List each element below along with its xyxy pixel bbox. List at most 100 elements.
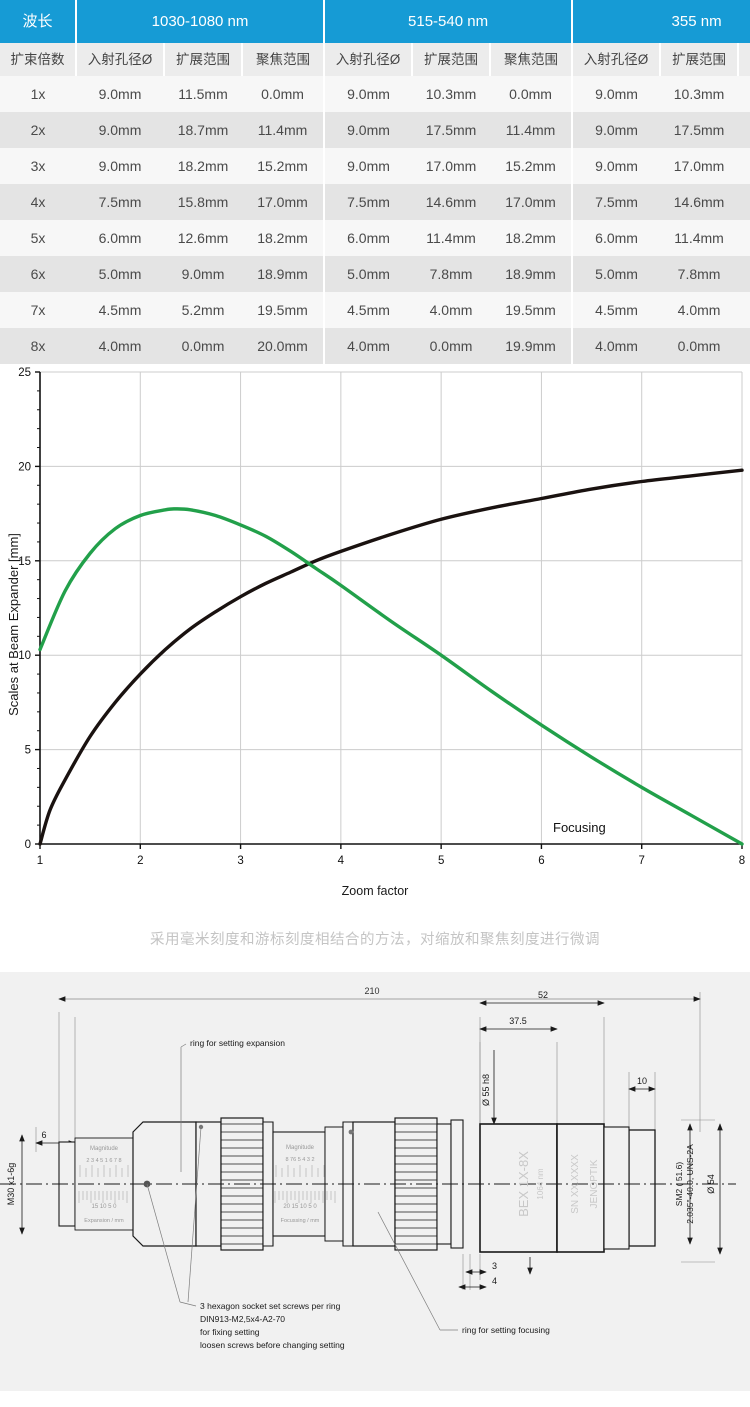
chart-plot-area: 0 5 10 15 20 25 1 2 3 4 5 6 7 8 [18,367,745,867]
cell-g3-focus: 18.9mm [738,256,750,292]
cell-g2-focus: 0.0mm [490,76,574,112]
cell-g1-focus: 0.0mm [242,76,326,112]
engraving-serial: SN XX.XXXX [570,1154,581,1214]
cell-magnification: 2x [0,112,76,148]
cell-g2-focus: 11.4mm [490,112,574,148]
series-label-focusing: Focusing [553,820,606,835]
chart-x-tick-label: 2 [137,855,143,867]
scale1-top-ticks: 2 3 4 5 1 6 7 8 [86,1158,121,1164]
cell-g3-expansion: 14.6mm [660,184,739,220]
cell-g2-aperture: 9.0mm [324,112,413,148]
cell-g1-expansion: 18.2mm [164,148,242,184]
cell-g1-aperture: 9.0mm [76,148,164,184]
cell-g2-expansion: 11.4mm [412,220,491,256]
table-row: 1x 9.0mm 11.5mm 0.0mm 9.0mm 10.3mm 0.0mm 9.0mm 1… [0,76,750,112]
scale2-title: Magnitude [286,1145,315,1151]
cell-g2-aperture: 6.0mm [324,220,413,256]
cell-g1-aperture: 6.0mm [76,220,164,256]
dim-4-text: 4 [492,1276,497,1286]
dimension-3: 3 [465,1261,497,1275]
cell-g3-aperture: 6.0mm [572,220,661,256]
dim-375-text: 37.5 [509,1016,527,1026]
cell-g1-expansion: 5.2mm [164,292,242,328]
engraving-brand: JENOPTIK [589,1159,600,1208]
subheader-g1-focus: 聚焦范围 [242,43,326,76]
callout-screws-3: for fixing setting [200,1327,260,1337]
dimension-diameter-55: Ø 55 h8 [481,1050,497,1125]
callout-expansion-ring: ring for setting expansion [190,1038,285,1048]
chart-y-tick-label: 25 [18,367,31,379]
subheader-g3-aperture: 入射孔径Ø [572,43,662,76]
dim-210-text: 210 [364,986,379,996]
cell-g1-focus: 18.2mm [242,220,326,256]
chart-x-tick-label: 1 [37,855,43,867]
cell-g2-focus: 18.9mm [490,256,574,292]
dimension-end-ring: 10 [628,1076,656,1092]
specification-table: 波长 1030-1080 nm 515-540 nm 355 nm 扩束倍数 入… [0,0,750,364]
callout-focusing-ring: ring for setting focusing [462,1325,550,1335]
scale1-unit: Expansion / mm [84,1218,124,1224]
set-screw-marker-2 [348,1129,354,1135]
cell-g2-expansion: 14.6mm [412,184,491,220]
cell-g3-focus: 19.5mm [738,292,750,328]
bottom-spacer [0,1391,750,1407]
cell-g1-aperture: 4.0mm [76,328,164,364]
table-row: 2x 9.0mm 18.7mm 11.4mm 9.0mm 17.5mm 11.4mm 9.0m… [0,112,750,148]
cell-g3-aperture: 9.0mm [572,76,661,112]
header-group-2: 515-540 nm [324,0,574,43]
engraving-model: BEX 1X-8X [516,1151,531,1217]
chart-y-tick-label: 20 [18,461,31,473]
cell-magnification: 3x [0,148,76,184]
chart-y-axis-title: Scales at Beam Expander [mm] [2,364,24,884]
y-axis-label-text: Scales at Beam Expander [mm] [5,532,21,716]
subheader-g1-aperture: 入射孔径Ø [76,43,165,76]
dim-10-text: 10 [637,1076,647,1086]
callout-screws-4: loosen screws before changing setting [200,1340,345,1350]
cell-g3-aperture: 4.5mm [572,292,661,328]
subheader-g1-expansion: 扩展范围 [164,43,243,76]
cell-g3-aperture: 9.0mm [572,148,661,184]
cell-g2-expansion: 0.0mm [412,328,491,364]
cell-g1-focus: 17.0mm [242,184,326,220]
scale1-bottom-ticks: 15 10 5 0 [91,1204,117,1210]
dimension-rear-block: 52 [479,990,605,1006]
table-row: 4x 7.5mm 15.8mm 17.0mm 7.5mm 14.6mm 17.0mm 7.5m… [0,184,750,220]
cell-g1-focus: 18.9mm [242,256,326,292]
dimension-diameter-54: Ø 54 [706,1123,723,1255]
cell-g1-expansion: 12.6mm [164,220,242,256]
chart-x-tick-label: 8 [739,855,745,867]
cell-magnification: 8x [0,328,76,364]
cell-g3-expansion: 0.0mm [660,328,739,364]
chart-x-tick-label: 4 [338,855,345,867]
cell-g3-focus: 19.9mm [738,328,750,364]
cell-g1-focus: 15.2mm [242,148,326,184]
cell-g3-expansion: 17.0mm [660,148,739,184]
chart-x-tick-label: 5 [438,855,444,867]
dim-6-text: 6 [41,1130,46,1140]
drawing-canvas: 210 6 52 37.5 10 Ø 55 h8 M30 x1-6g SM2 (… [0,986,736,1350]
chart-x-axis-title: Zoom factor [341,884,409,898]
cell-g1-focus: 20.0mm [242,328,326,364]
header-wavelength-label: 波长 [0,0,77,43]
cell-g1-aperture: 9.0mm [76,76,164,112]
cell-g2-expansion: 17.0mm [412,148,491,184]
table-body: 1x 9.0mm 11.5mm 0.0mm 9.0mm 10.3mm 0.0mm 9.0mm 1… [0,76,750,364]
cell-g2-aperture: 9.0mm [324,76,413,112]
cell-g2-focus: 17.0mm [490,184,574,220]
subheader-g2-aperture: 入射孔径Ø [324,43,414,76]
chart-y-tick-label: 0 [25,839,31,851]
cell-g2-aperture: 4.5mm [324,292,413,328]
subheader-g2-focus: 聚焦范围 [490,43,574,76]
cell-g3-aperture: 9.0mm [572,112,661,148]
cell-g1-expansion: 15.8mm [164,184,242,220]
dimension-total-length: 210 [58,986,701,1002]
table-subheader-row: 扩束倍数 入射孔径Ø 扩展范围 聚焦范围 入射孔径Ø 扩展范围 聚焦范围 入射孔… [0,43,750,76]
cell-g2-focus: 15.2mm [490,148,574,184]
cell-g1-aperture: 7.5mm [76,184,164,220]
cell-g2-aperture: 5.0mm [324,256,413,292]
technical-drawing: 210 6 52 37.5 10 Ø 55 h8 M30 x1-6g SM2 (… [0,971,750,1391]
cell-g3-focus: 15.2mm [738,148,750,184]
cell-g2-focus: 19.5mm [490,292,574,328]
subheader-g3-expansion: 扩展范围 [660,43,740,76]
scale2-unit: Focussing / mm [281,1218,320,1224]
